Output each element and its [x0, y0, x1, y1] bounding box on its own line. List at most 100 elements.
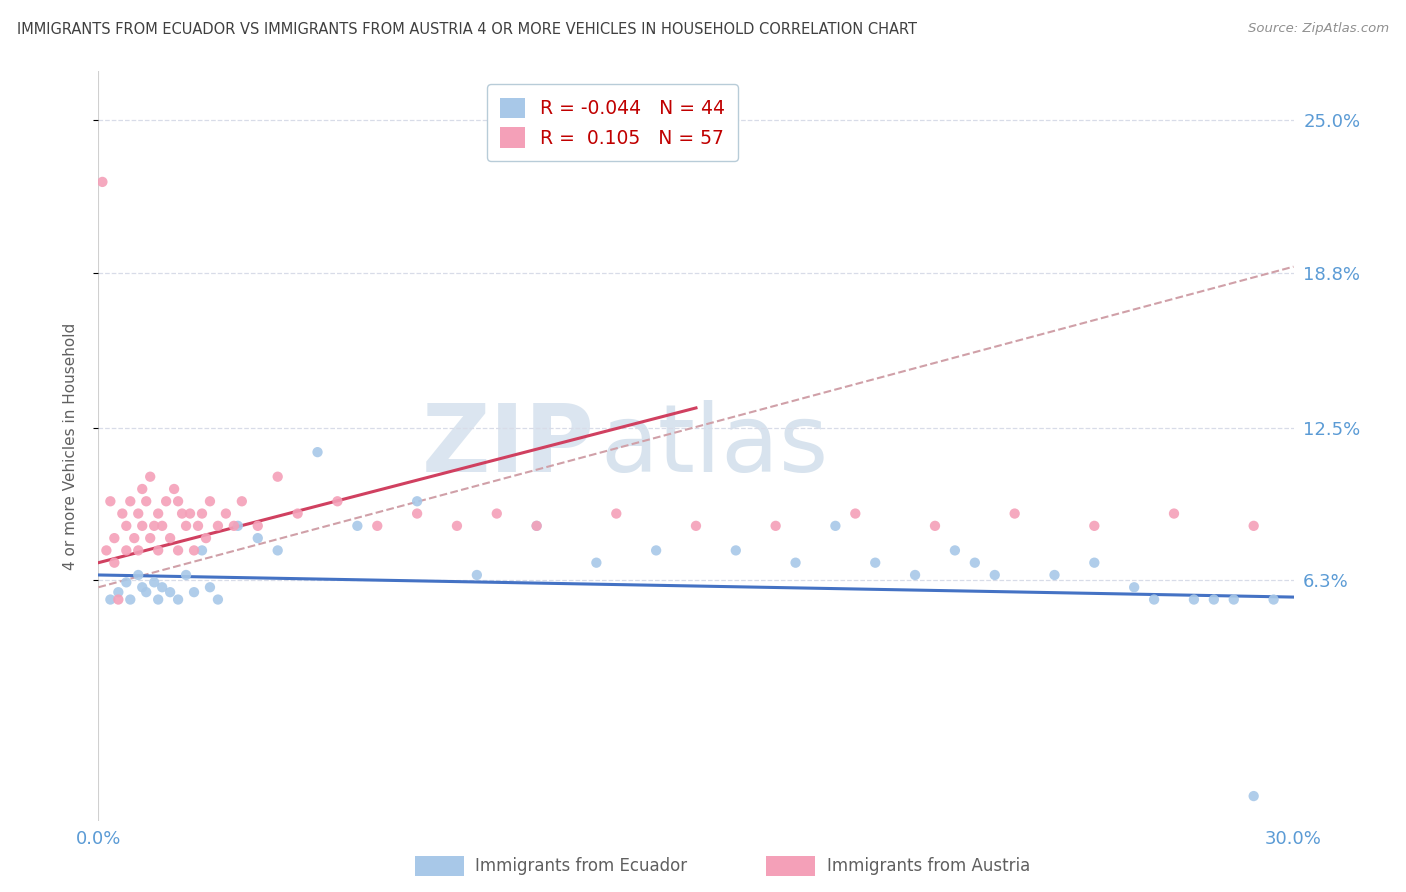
Point [267, 469, 290, 483]
Point [127, 543, 149, 558]
Point [103, 556, 125, 570]
Point [135, 585, 157, 599]
Text: Immigrants from Austria: Immigrants from Austria [827, 857, 1031, 875]
Point [963, 556, 986, 570]
Point [287, 507, 309, 521]
Point [120, 592, 142, 607]
Point [135, 494, 157, 508]
Point [785, 556, 807, 570]
Point [267, 543, 290, 558]
Point [159, 531, 181, 545]
Point [163, 482, 186, 496]
Point [167, 494, 190, 508]
Point [148, 543, 170, 558]
Point [91, 175, 114, 189]
Point [139, 531, 162, 545]
Point [150, 519, 173, 533]
Point [111, 507, 134, 521]
Point [485, 507, 508, 521]
Point [187, 519, 209, 533]
Point [131, 482, 153, 496]
Point [124, 531, 146, 545]
Point [143, 519, 166, 533]
Point [207, 519, 229, 533]
Point [605, 507, 627, 521]
Point [120, 494, 142, 508]
Point [1163, 507, 1185, 521]
Point [1123, 580, 1146, 594]
Point [191, 507, 214, 521]
Point [115, 519, 138, 533]
Text: Immigrants from Ecuador: Immigrants from Ecuador [475, 857, 688, 875]
Point [226, 519, 249, 533]
Point [139, 469, 162, 483]
Point [1083, 519, 1105, 533]
Point [159, 585, 181, 599]
Point [326, 494, 349, 508]
Point [167, 592, 190, 607]
Point [115, 575, 138, 590]
Point [645, 543, 668, 558]
Y-axis label: 4 or more Vehicles in Household: 4 or more Vehicles in Household [63, 322, 77, 570]
Point [131, 580, 153, 594]
Point [131, 519, 153, 533]
Point [406, 507, 429, 521]
Point [143, 575, 166, 590]
Point [127, 568, 149, 582]
Point [1143, 592, 1166, 607]
Point [1243, 789, 1265, 803]
Point [1004, 507, 1026, 521]
Point [183, 585, 205, 599]
Point [98, 494, 122, 508]
Point [172, 507, 194, 521]
Point [465, 568, 488, 582]
Point [446, 519, 468, 533]
Point [1263, 592, 1285, 607]
Point [103, 531, 125, 545]
Point [406, 494, 429, 508]
Point [1182, 592, 1205, 607]
Point [183, 543, 205, 558]
Text: IMMIGRANTS FROM ECUADOR VS IMMIGRANTS FROM AUSTRIA 4 OR MORE VEHICLES IN HOUSEHO: IMMIGRANTS FROM ECUADOR VS IMMIGRANTS FR… [17, 22, 917, 37]
Point [179, 507, 201, 521]
Point [191, 543, 214, 558]
Point [174, 519, 197, 533]
Point [865, 556, 887, 570]
Point [107, 592, 129, 607]
Point [127, 507, 149, 521]
Point [198, 580, 221, 594]
Point [1223, 592, 1246, 607]
Point [1083, 556, 1105, 570]
Point [107, 585, 129, 599]
Point [346, 519, 368, 533]
Point [526, 519, 548, 533]
Point [685, 519, 707, 533]
Text: Source: ZipAtlas.com: Source: ZipAtlas.com [1249, 22, 1389, 36]
Legend: R = -0.044   N = 44, R =  0.105   N = 57: R = -0.044 N = 44, R = 0.105 N = 57 [486, 85, 738, 161]
Point [366, 519, 388, 533]
Point [765, 519, 787, 533]
Point [231, 494, 253, 508]
Point [526, 519, 548, 533]
Text: atlas: atlas [600, 400, 828, 492]
Point [115, 543, 138, 558]
Point [207, 592, 229, 607]
Point [246, 531, 269, 545]
Point [585, 556, 607, 570]
Point [167, 543, 190, 558]
Point [307, 445, 329, 459]
Point [98, 592, 122, 607]
Point [215, 507, 238, 521]
Point [96, 543, 118, 558]
Text: ZIP: ZIP [422, 400, 595, 492]
Point [943, 543, 966, 558]
Point [984, 568, 1007, 582]
Point [198, 494, 221, 508]
Point [824, 519, 846, 533]
Point [195, 531, 218, 545]
Point [222, 519, 245, 533]
Point [246, 519, 269, 533]
Point [844, 507, 866, 521]
Point [724, 543, 747, 558]
Point [148, 507, 170, 521]
